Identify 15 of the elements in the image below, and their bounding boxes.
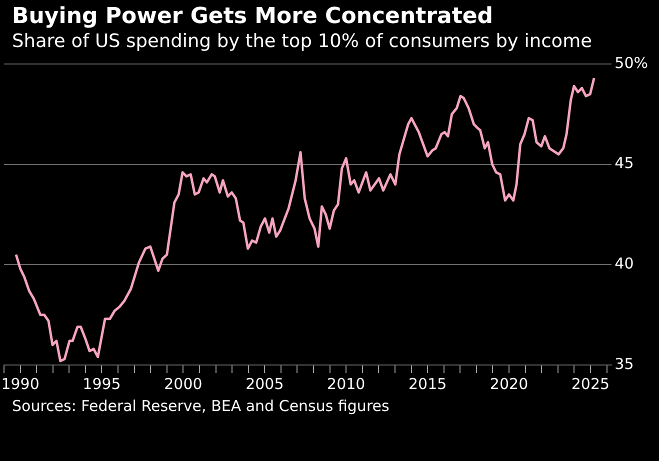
x-tick-label: 2015 [408, 374, 447, 393]
chart-subtitle: Share of US spending by the top 10% of consumers by income [11, 30, 594, 52]
source-note: Sources: Federal Reserve, BEA and Census figures [11, 397, 390, 415]
y-tick-label: 35 [614, 354, 634, 373]
x-tick-label: 2000 [164, 374, 202, 393]
x-tick-label: 2020 [490, 374, 528, 393]
x-tick-label: 1995 [82, 374, 121, 393]
x-tick-label: 2025 [571, 374, 610, 393]
x-tick-label: 2005 [246, 374, 284, 393]
chart-title: Buying Power Gets More Concentrated [11, 3, 494, 29]
y-tick-label: 45 [614, 154, 634, 172]
x-tick-label: 2010 [327, 374, 366, 393]
y-tick-label: 50% [614, 54, 648, 72]
y-tick-label: 40 [614, 254, 634, 273]
x-tick-label: 1990 [1, 374, 40, 393]
